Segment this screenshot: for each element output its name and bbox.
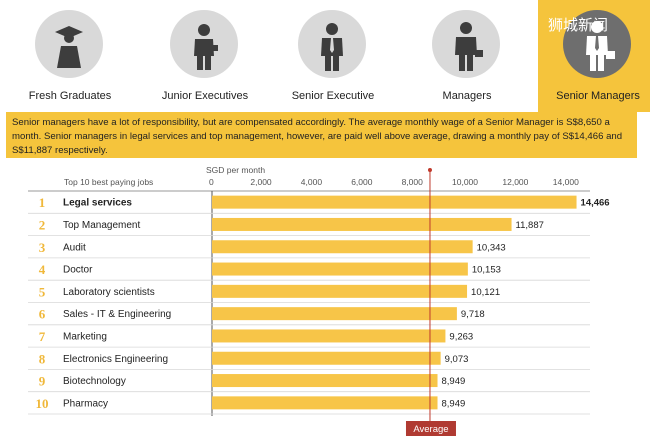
bar [212, 351, 441, 365]
value-label: 10,153 [472, 265, 501, 276]
category-label: Laboratory scientists [63, 287, 155, 298]
graduate-icon [35, 10, 103, 78]
value-label: 8,949 [442, 376, 466, 387]
tick-label: 14,000 [553, 177, 579, 187]
rank-number: 6 [39, 307, 46, 322]
bar [212, 374, 438, 388]
bar [212, 262, 468, 276]
average-badge [405, 421, 456, 436]
category-label: Sales - IT & Engineering [63, 309, 171, 320]
tab-label: Senior Managers [556, 90, 640, 102]
category-label: Audit [63, 242, 86, 253]
bar [212, 240, 473, 254]
axis-label: SGD per month [206, 165, 265, 175]
category-tabs: Fresh Graduates Junior Executives Senior E… [0, 0, 650, 112]
category-label: Pharmacy [63, 398, 108, 409]
description-box: Senior managers have a lot of responsibi… [6, 112, 637, 158]
bar [212, 217, 512, 231]
rank-number: 8 [39, 351, 46, 366]
bar [212, 195, 577, 209]
category-label: Electronics Engineering [63, 354, 168, 365]
value-label: 14,466 [581, 198, 610, 209]
tab-label: Fresh Graduates [28, 90, 112, 102]
junior-executive-icon [170, 10, 238, 78]
rank-number: 5 [39, 284, 46, 299]
tick-label: 0 [209, 177, 214, 187]
value-label: 10,343 [477, 242, 506, 253]
category-label: Top Management [63, 220, 140, 231]
tab-senior-executive[interactable]: Senior Executive [278, 0, 388, 112]
value-label: 11,887 [516, 220, 544, 231]
category-label: Legal services [63, 198, 132, 209]
bar [212, 329, 446, 343]
rank-number: 9 [39, 374, 46, 389]
tick-label: 2,000 [250, 177, 272, 187]
tab-fresh-graduates[interactable]: Fresh Graduates [15, 0, 125, 112]
tab-junior-executives[interactable]: Junior Executives [150, 0, 260, 112]
tick-label: 10,000 [452, 177, 478, 187]
rank-number: 4 [39, 262, 46, 277]
rank-number: 10 [36, 396, 49, 411]
tab-label: Junior Executives [161, 90, 249, 102]
tick-label: 4,000 [301, 177, 323, 187]
value-label: 9,718 [461, 309, 485, 320]
bar [212, 396, 438, 410]
salary-bar-chart: Top 10 best paying jobs SGD per month 0 2,0… [0, 160, 650, 441]
column-header: Top 10 best paying jobs [64, 177, 153, 187]
value-label: 10,121 [471, 287, 500, 298]
rank-number: 7 [39, 329, 46, 344]
value-label: 8,949 [442, 398, 466, 409]
tick-label: 6,000 [351, 177, 373, 187]
watermark: 狮城新闻 [547, 16, 608, 34]
category-label: Biotechnology [63, 376, 126, 387]
bar [212, 284, 468, 298]
senior-executive-icon [298, 10, 366, 78]
tab-label: Senior Executive [291, 90, 375, 102]
rank-number: 1 [39, 195, 46, 210]
category-label: Doctor [63, 265, 93, 276]
tab-managers[interactable]: Managers [412, 0, 522, 112]
average-label: Average [413, 424, 448, 435]
value-label: 9,263 [449, 331, 473, 342]
tick-label: 12,000 [502, 177, 528, 187]
rank-number: 2 [39, 217, 46, 232]
senior-manager-icon [563, 10, 631, 78]
average-marker [427, 168, 432, 172]
bar [212, 307, 457, 321]
chart-svg: Top 10 best paying jobs SGD per month 0 2,0… [28, 165, 610, 436]
category-label: Marketing [63, 331, 107, 342]
rank-number: 3 [39, 240, 46, 255]
manager-icon [432, 10, 500, 78]
tab-label: Managers [442, 90, 492, 102]
tick-label: 8,000 [402, 177, 424, 187]
tab-senior-managers[interactable]: Senior Managers [538, 0, 650, 112]
value-label: 9,073 [445, 354, 469, 365]
